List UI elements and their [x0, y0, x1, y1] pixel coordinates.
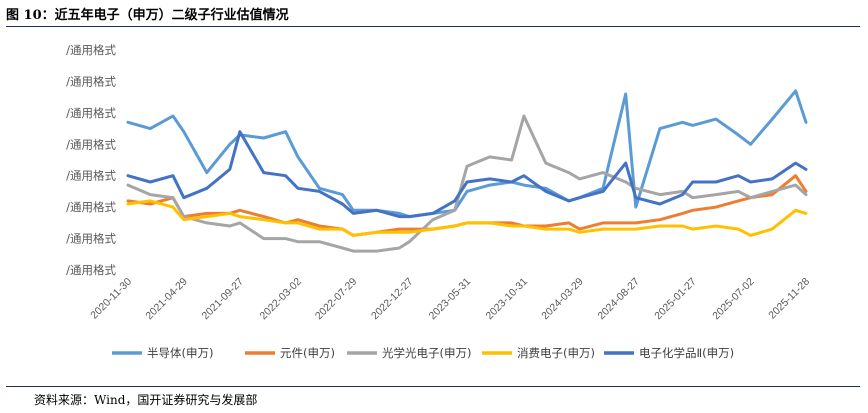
x-tick-label: 2024-03-29 — [539, 276, 586, 323]
x-tick-label: 2021-09-27 — [200, 276, 247, 323]
x-tick-label: 2022-12-27 — [369, 276, 416, 323]
series-line-0 — [126, 89, 808, 219]
y-tick-label: /通用格式 — [66, 74, 116, 88]
x-tick-label: 2022-07-29 — [313, 276, 360, 323]
legend-label: 半导体(申万) — [147, 346, 213, 360]
legend-label: 光学光电子(申万) — [382, 346, 471, 360]
x-axis: 2020-11-30 2021-04-29 2021-09-27 2022-03-02… — [88, 276, 812, 323]
x-tick-label: 2023-05-31 — [427, 276, 474, 323]
y-tick-label: /通用格式 — [66, 200, 116, 214]
source-note: 资料来源：Wind，国开证券研究与发展部 — [34, 393, 258, 407]
legend: 半导体(申万) 元件(申万) 光学光电子(申万) 消费电子(申万) 电子化学品Ⅱ(申万) — [112, 346, 734, 360]
source-rule — [6, 386, 860, 387]
y-tick-label: /通用格式 — [66, 43, 116, 57]
y-tick-label: /通用格式 — [66, 232, 116, 246]
x-tick-label: 2025-11-28 — [766, 276, 812, 322]
x-tick-label: 2020-11-30 — [88, 276, 134, 322]
y-tick-label: /通用格式 — [66, 106, 116, 120]
legend-label: 电子化学品Ⅱ(申万) — [639, 346, 734, 360]
legend-label: 消费电子(申万) — [517, 346, 595, 360]
figure-title: 图 10：近五年电子（申万）二级子行业估值情况 — [6, 8, 289, 23]
x-tick-label: 2024-08-27 — [595, 276, 642, 323]
y-tick-label: /通用格式 — [66, 263, 116, 277]
series-line-3 — [126, 199, 808, 237]
legend-label: 元件(申万) — [280, 346, 335, 360]
y-tick-label: /通用格式 — [66, 137, 116, 151]
chart: /通用格式/通用格式/通用格式/通用格式/通用格式/通用格式/通用格式/通用格式… — [66, 43, 812, 360]
x-tick-label: 2025-07-02 — [710, 276, 757, 323]
x-tick-label: 2022-03-02 — [258, 276, 305, 323]
x-tick-label: 2021-04-29 — [143, 276, 190, 323]
series-line-2 — [126, 114, 808, 253]
title-rule — [6, 26, 860, 27]
x-tick-label: 2023-10-31 — [484, 276, 531, 323]
x-tick-label: 2025-01-27 — [652, 276, 699, 323]
y-axis: /通用格式/通用格式/通用格式/通用格式/通用格式/通用格式/通用格式/通用格式 — [66, 43, 116, 277]
series-lines — [126, 89, 808, 253]
y-tick-label: /通用格式 — [66, 169, 116, 183]
series-line-4 — [126, 130, 808, 219]
